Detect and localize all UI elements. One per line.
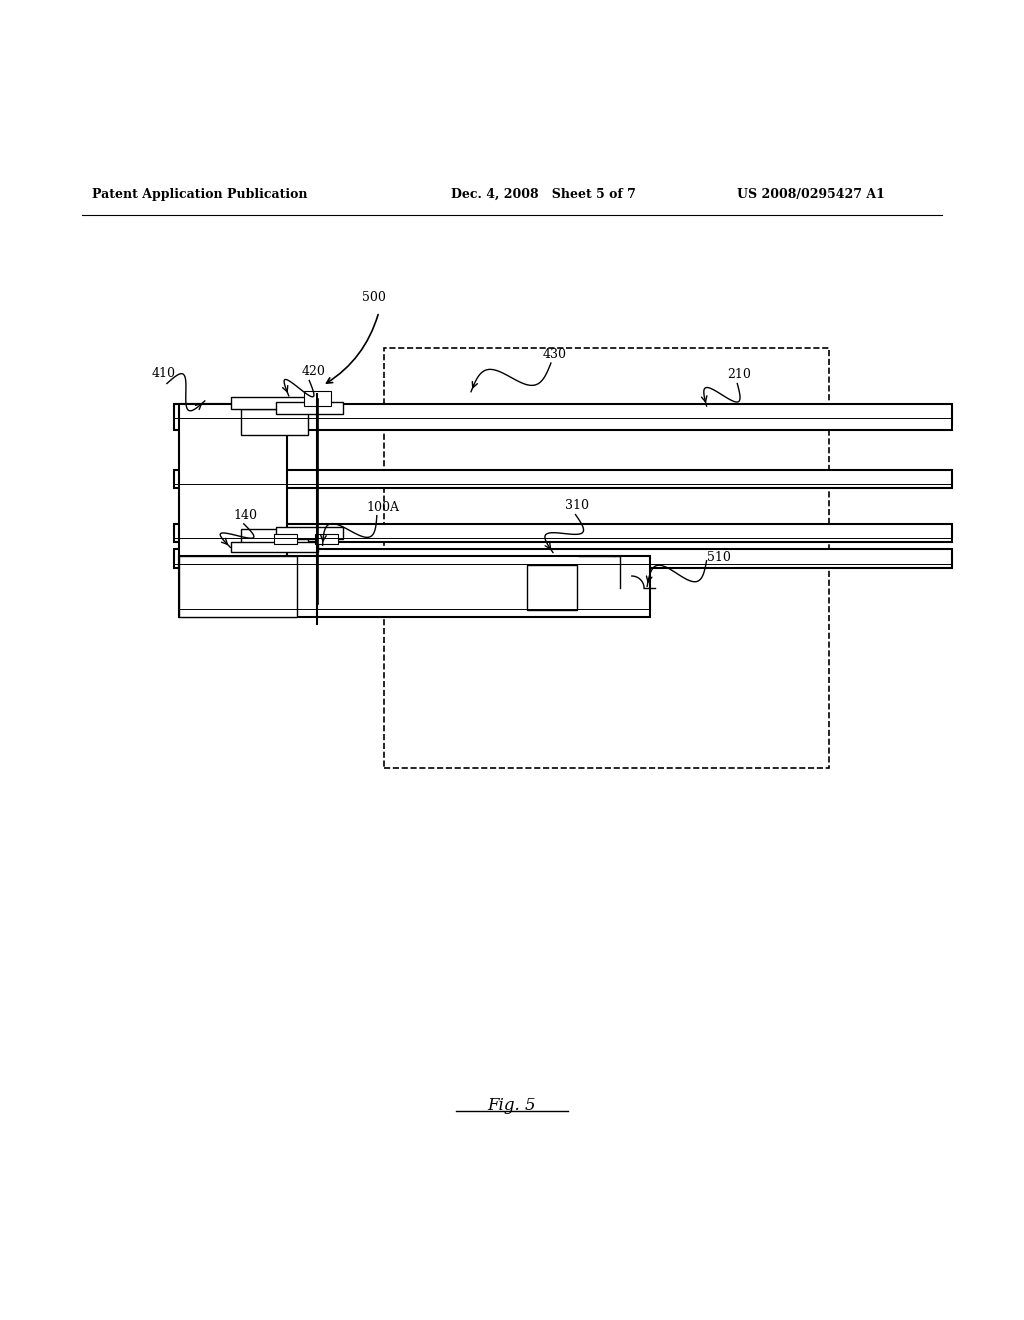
Bar — [384, 347, 829, 767]
Text: 410: 410 — [152, 367, 175, 380]
Bar — [242, 529, 307, 549]
Text: Fig. 5: Fig. 5 — [487, 1097, 537, 1114]
Bar — [231, 397, 317, 409]
Bar — [179, 404, 287, 570]
Bar — [274, 535, 297, 544]
Text: Patent Application Publication: Patent Application Publication — [92, 187, 307, 201]
Text: 500: 500 — [361, 290, 386, 304]
Text: 140: 140 — [233, 508, 257, 521]
Text: 510: 510 — [707, 552, 730, 564]
Bar — [276, 403, 343, 414]
Bar — [276, 527, 343, 539]
Text: 420: 420 — [302, 366, 326, 379]
Bar — [174, 404, 952, 429]
Bar — [179, 556, 297, 616]
Bar — [174, 524, 952, 543]
Bar — [527, 565, 577, 610]
Text: 210: 210 — [727, 368, 751, 381]
Bar — [174, 549, 952, 568]
Text: 100A: 100A — [367, 500, 399, 513]
Bar — [304, 391, 331, 407]
Bar — [242, 409, 307, 434]
Text: Dec. 4, 2008   Sheet 5 of 7: Dec. 4, 2008 Sheet 5 of 7 — [451, 187, 636, 201]
Bar — [174, 470, 952, 488]
Text: 310: 310 — [565, 499, 589, 512]
Bar — [315, 535, 338, 544]
Bar — [179, 556, 650, 616]
Text: 430: 430 — [543, 348, 566, 360]
Text: US 2008/0295427 A1: US 2008/0295427 A1 — [737, 187, 885, 201]
Bar — [231, 543, 317, 553]
